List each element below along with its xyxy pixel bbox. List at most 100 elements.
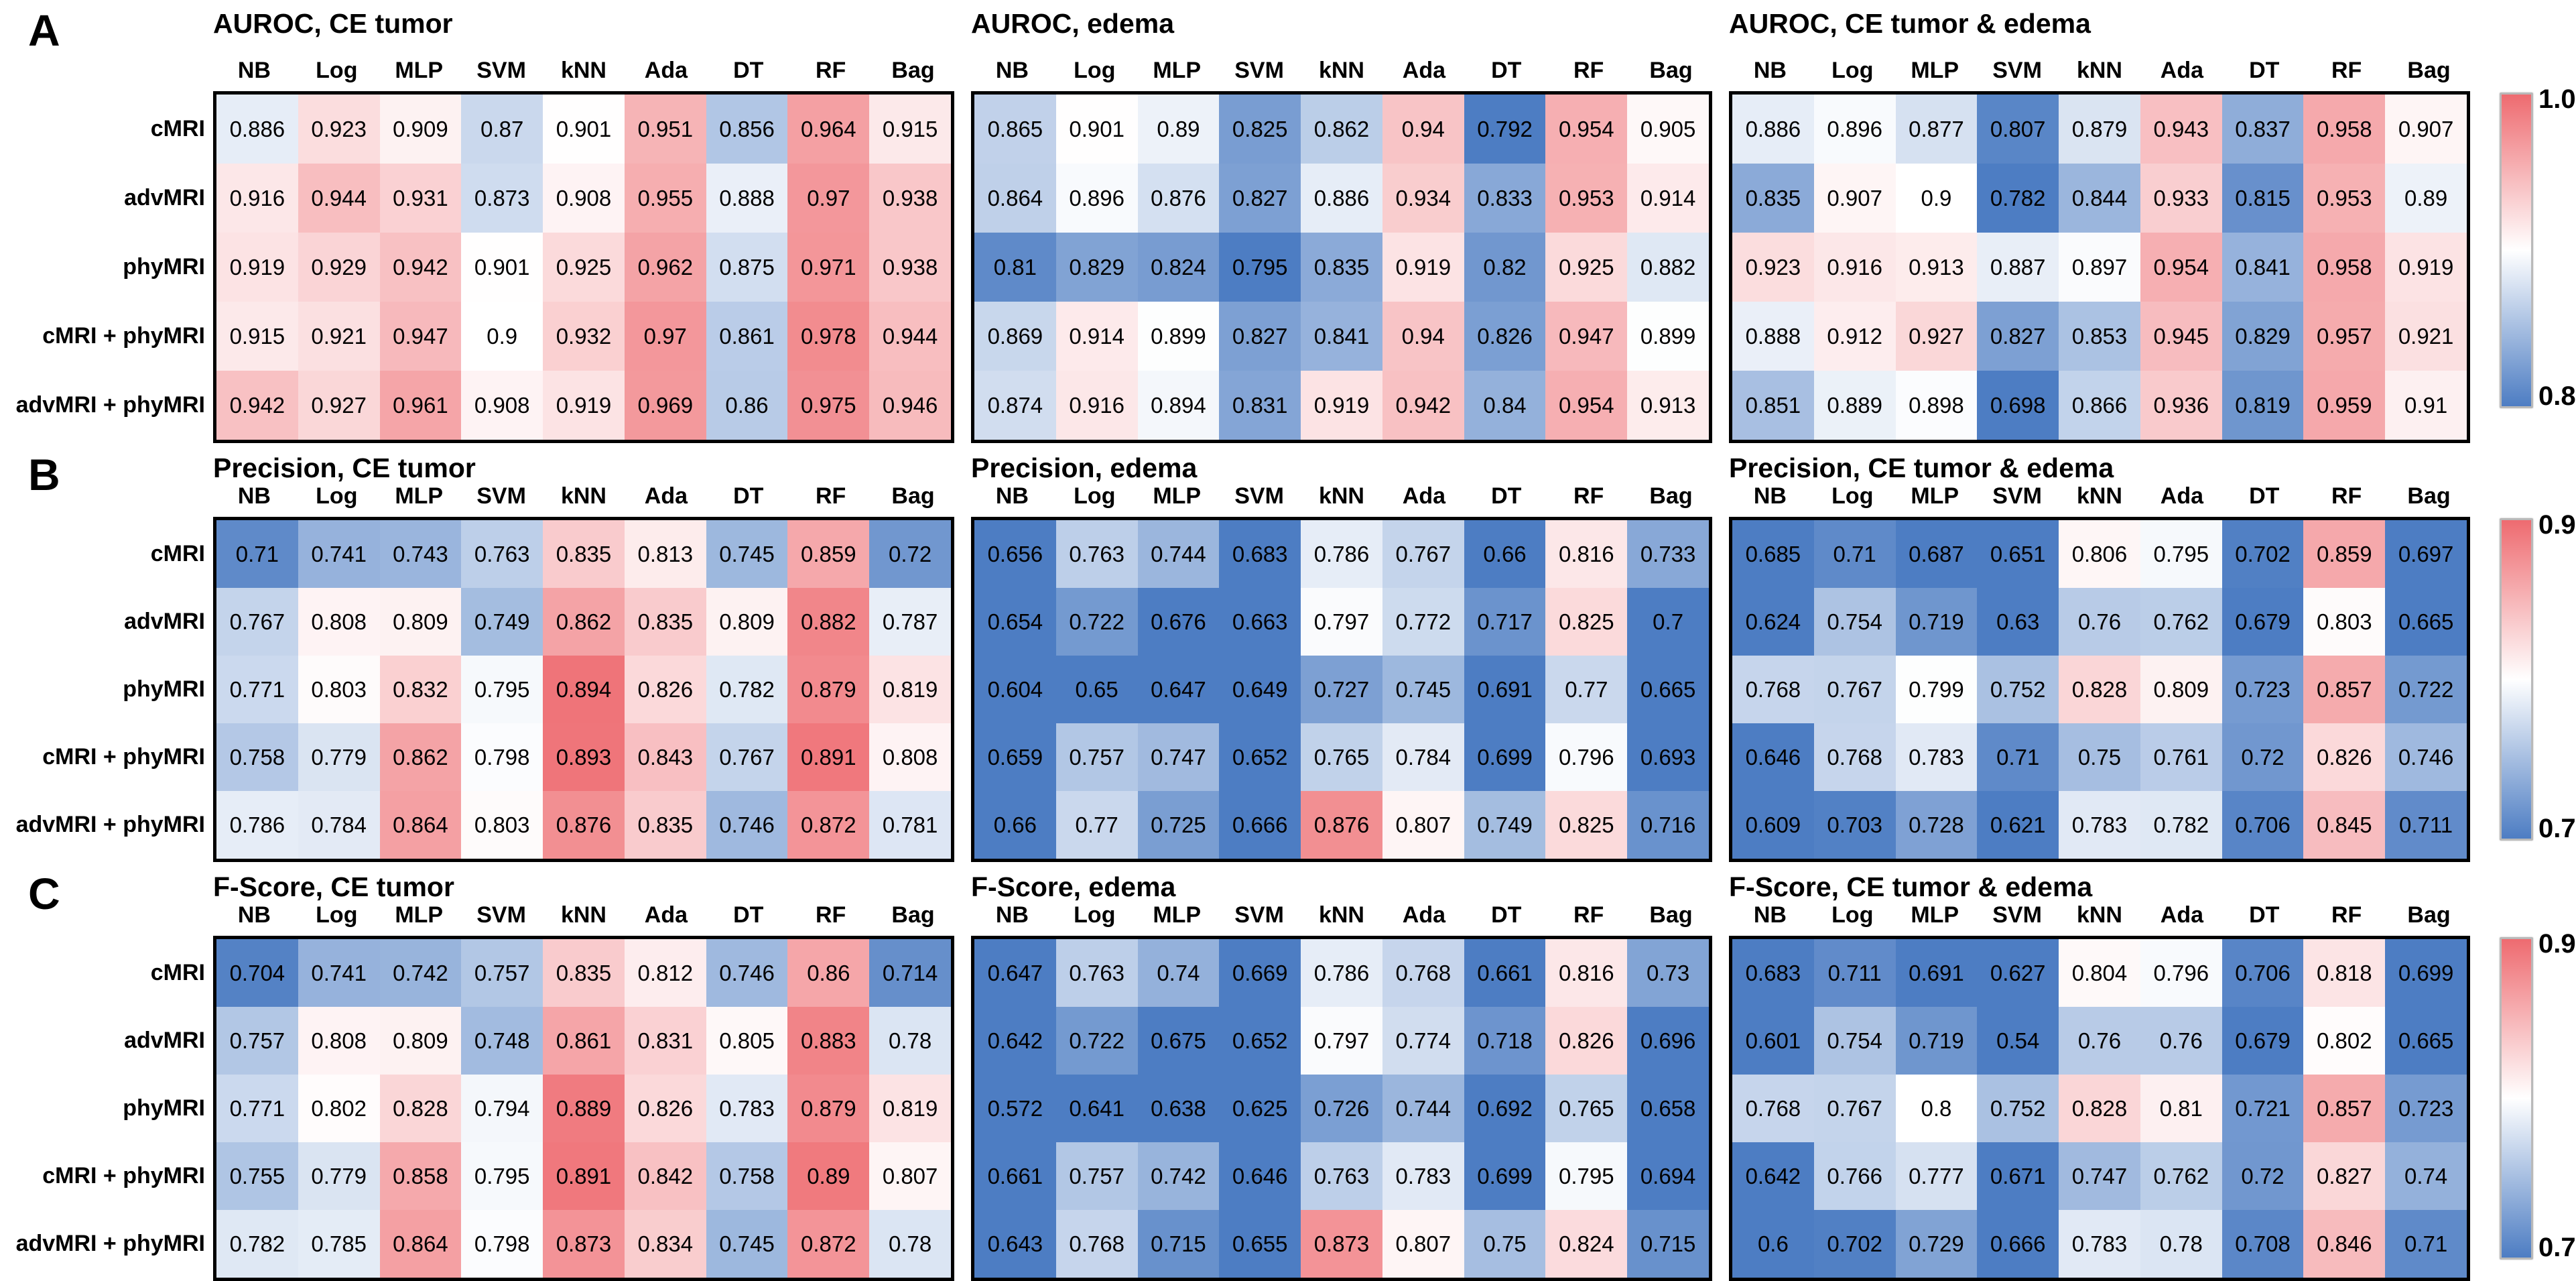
column-header: NB bbox=[995, 483, 1029, 509]
column-header: Ada bbox=[1402, 58, 1445, 83]
column-header: RF bbox=[816, 58, 846, 83]
column-header: RF bbox=[816, 483, 846, 509]
heatmap-cell: 0.913 bbox=[1895, 233, 1978, 302]
heatmap-cell: 0.91 bbox=[2385, 371, 2467, 440]
heatmap-cell: 0.76 bbox=[2059, 588, 2140, 656]
colorbar-area: 1.0 0.8 bbox=[2470, 8, 2576, 443]
heatmap-cell: 0.795 bbox=[461, 1142, 543, 1210]
heatmap-cell: 0.957 bbox=[2303, 302, 2386, 371]
heatmap-cell: 0.715 bbox=[1137, 1210, 1220, 1278]
row-label-gutter: cMRI advMRI phyMRI cMRI + phyMRI advMRI + ph… bbox=[0, 871, 213, 1278]
heatmap-cell: 0.876 bbox=[1137, 164, 1220, 233]
heatmap-cell: 0.916 bbox=[1813, 233, 1896, 302]
heatmap-cell: 0.894 bbox=[543, 656, 625, 723]
heatmap-cell: 0.683 bbox=[1732, 939, 1814, 1007]
column-headers: NB Log MLP SVM kNN Ada DT RF Bag bbox=[1729, 46, 2470, 91]
heatmap-cell: 0.806 bbox=[2059, 520, 2140, 588]
heatmap-cell: 0.646 bbox=[1732, 723, 1814, 791]
heatmap-cell: 0.819 bbox=[2221, 371, 2304, 440]
heatmap-cell: 0.876 bbox=[1301, 791, 1382, 859]
heatmap-cell: 0.864 bbox=[379, 791, 462, 859]
heatmap-cell: 0.77 bbox=[1055, 791, 1138, 859]
column-header: NB bbox=[1753, 483, 1787, 509]
heatmap-cell: 0.763 bbox=[1055, 520, 1138, 588]
heatmap-cell: 0.733 bbox=[1627, 520, 1709, 588]
heatmap-cell: 0.783 bbox=[1382, 1142, 1464, 1210]
heatmap-cell: 0.835 bbox=[1732, 164, 1814, 233]
column-headers: NB Log MLP SVM kNN Ada DT RF Bag bbox=[1729, 904, 2470, 936]
heatmap-cell: 0.812 bbox=[624, 939, 706, 1007]
heatmap-cell: 0.954 bbox=[2140, 233, 2222, 302]
colorbar-area: 0.9 0.7 bbox=[2470, 871, 2576, 1281]
heatmap-cell: 0.804 bbox=[2059, 939, 2140, 1007]
heatmap-cell: 0.912 bbox=[1813, 302, 1896, 371]
heatmap-cell: 0.89 bbox=[1137, 95, 1220, 164]
heatmap-cell: 0.9 bbox=[461, 302, 543, 371]
heatmap-cell: 0.766 bbox=[1813, 1142, 1896, 1210]
heatmap-cell: 0.729 bbox=[1895, 1210, 1978, 1278]
column-header: Log bbox=[1074, 483, 1116, 509]
heatmap-cell: 0.643 bbox=[974, 1210, 1056, 1278]
heatmap-cell: 0.826 bbox=[1464, 302, 1546, 371]
heatmap-cell: 0.787 bbox=[869, 588, 951, 656]
heatmap-cell: 0.699 bbox=[1464, 1142, 1546, 1210]
column-header: Ada bbox=[1402, 902, 1445, 928]
column-header: Bag bbox=[891, 58, 935, 83]
heatmap-cell: 0.666 bbox=[1219, 791, 1301, 859]
column-header: RF bbox=[2331, 902, 2362, 928]
heatmap-cell: 0.781 bbox=[869, 791, 951, 859]
heatmap-cell: 0.8 bbox=[1895, 1075, 1978, 1142]
heatmap-cell: 0.872 bbox=[787, 791, 870, 859]
heatmap-cell: 0.717 bbox=[1464, 588, 1546, 656]
heatmap-cell: 0.873 bbox=[1301, 1210, 1382, 1278]
heatmap-cell: 0.826 bbox=[2303, 723, 2386, 791]
heatmap-cell: 0.978 bbox=[787, 302, 870, 371]
heatmap-cell: 0.827 bbox=[1977, 302, 2059, 371]
heatmap-cell: 0.809 bbox=[379, 588, 462, 656]
heatmap-cell: 0.771 bbox=[216, 656, 298, 723]
heatmap-cell: 0.663 bbox=[1219, 588, 1301, 656]
column-headers: NB Log MLP SVM kNN Ada DT RF Bag bbox=[971, 904, 1712, 936]
column-header: NB bbox=[1753, 58, 1787, 83]
heatmap-cell: 0.925 bbox=[543, 233, 625, 302]
column-header: RF bbox=[1573, 58, 1604, 83]
heatmap-cell: 0.767 bbox=[1382, 520, 1464, 588]
heatmap-grid: 0.656 0.763 0.744 0.683 0.786 0.767 0.66 0.816 0… bbox=[971, 517, 1712, 862]
heatmap-cell: 0.851 bbox=[1732, 371, 1814, 440]
heatmap-cell: 0.727 bbox=[1301, 656, 1382, 723]
column-header: Ada bbox=[2160, 483, 2203, 509]
heatmap-cell: 0.864 bbox=[379, 1210, 462, 1278]
heatmap-cell: 0.914 bbox=[1627, 164, 1709, 233]
heatmap-cell: 0.767 bbox=[216, 588, 298, 656]
column-header: Bag bbox=[2407, 58, 2451, 83]
heatmap-cell: 0.779 bbox=[298, 723, 380, 791]
heatmap-cell: 0.875 bbox=[706, 233, 788, 302]
row-label: advMRI + phyMRI bbox=[15, 1231, 205, 1256]
heatmap-cell: 0.9 bbox=[1895, 164, 1978, 233]
heatmap-cell: 0.893 bbox=[543, 723, 625, 791]
heatmap-cell: 0.746 bbox=[706, 791, 788, 859]
heatmap-cell: 0.813 bbox=[624, 520, 706, 588]
heatmap-cell: 0.802 bbox=[2303, 1007, 2386, 1075]
column-header: kNN bbox=[560, 58, 606, 83]
heatmap-cell: 0.953 bbox=[1545, 164, 1628, 233]
column-header: DT bbox=[2249, 483, 2280, 509]
column-header: Log bbox=[1074, 58, 1116, 83]
heatmap-cell: 0.827 bbox=[1219, 164, 1301, 233]
panel-letter: C bbox=[28, 869, 60, 918]
column-headers: NB Log MLP SVM kNN Ada DT RF Bag bbox=[971, 485, 1712, 517]
row-label: advMRI bbox=[124, 1028, 205, 1053]
heatmap-cell: 0.869 bbox=[974, 302, 1056, 371]
heatmap-cell: 0.725 bbox=[1137, 791, 1220, 859]
heatmap-cell: 0.84 bbox=[1464, 371, 1546, 440]
heatmap-cell: 0.722 bbox=[1055, 1007, 1138, 1075]
heatmap-title: AUROC, CE tumor bbox=[213, 8, 453, 39]
heatmap-cell: 0.828 bbox=[379, 1075, 462, 1142]
column-header: Ada bbox=[1402, 483, 1445, 509]
heatmap-cell: 0.698 bbox=[1977, 371, 2059, 440]
column-headers: NB Log MLP SVM kNN Ada DT RF Bag bbox=[213, 46, 954, 91]
column-header: NB bbox=[1753, 902, 1787, 928]
heatmap-cell: 0.916 bbox=[216, 164, 298, 233]
heatmap-cell: 0.675 bbox=[1137, 1007, 1220, 1075]
heatmap-cell: 0.604 bbox=[974, 656, 1056, 723]
